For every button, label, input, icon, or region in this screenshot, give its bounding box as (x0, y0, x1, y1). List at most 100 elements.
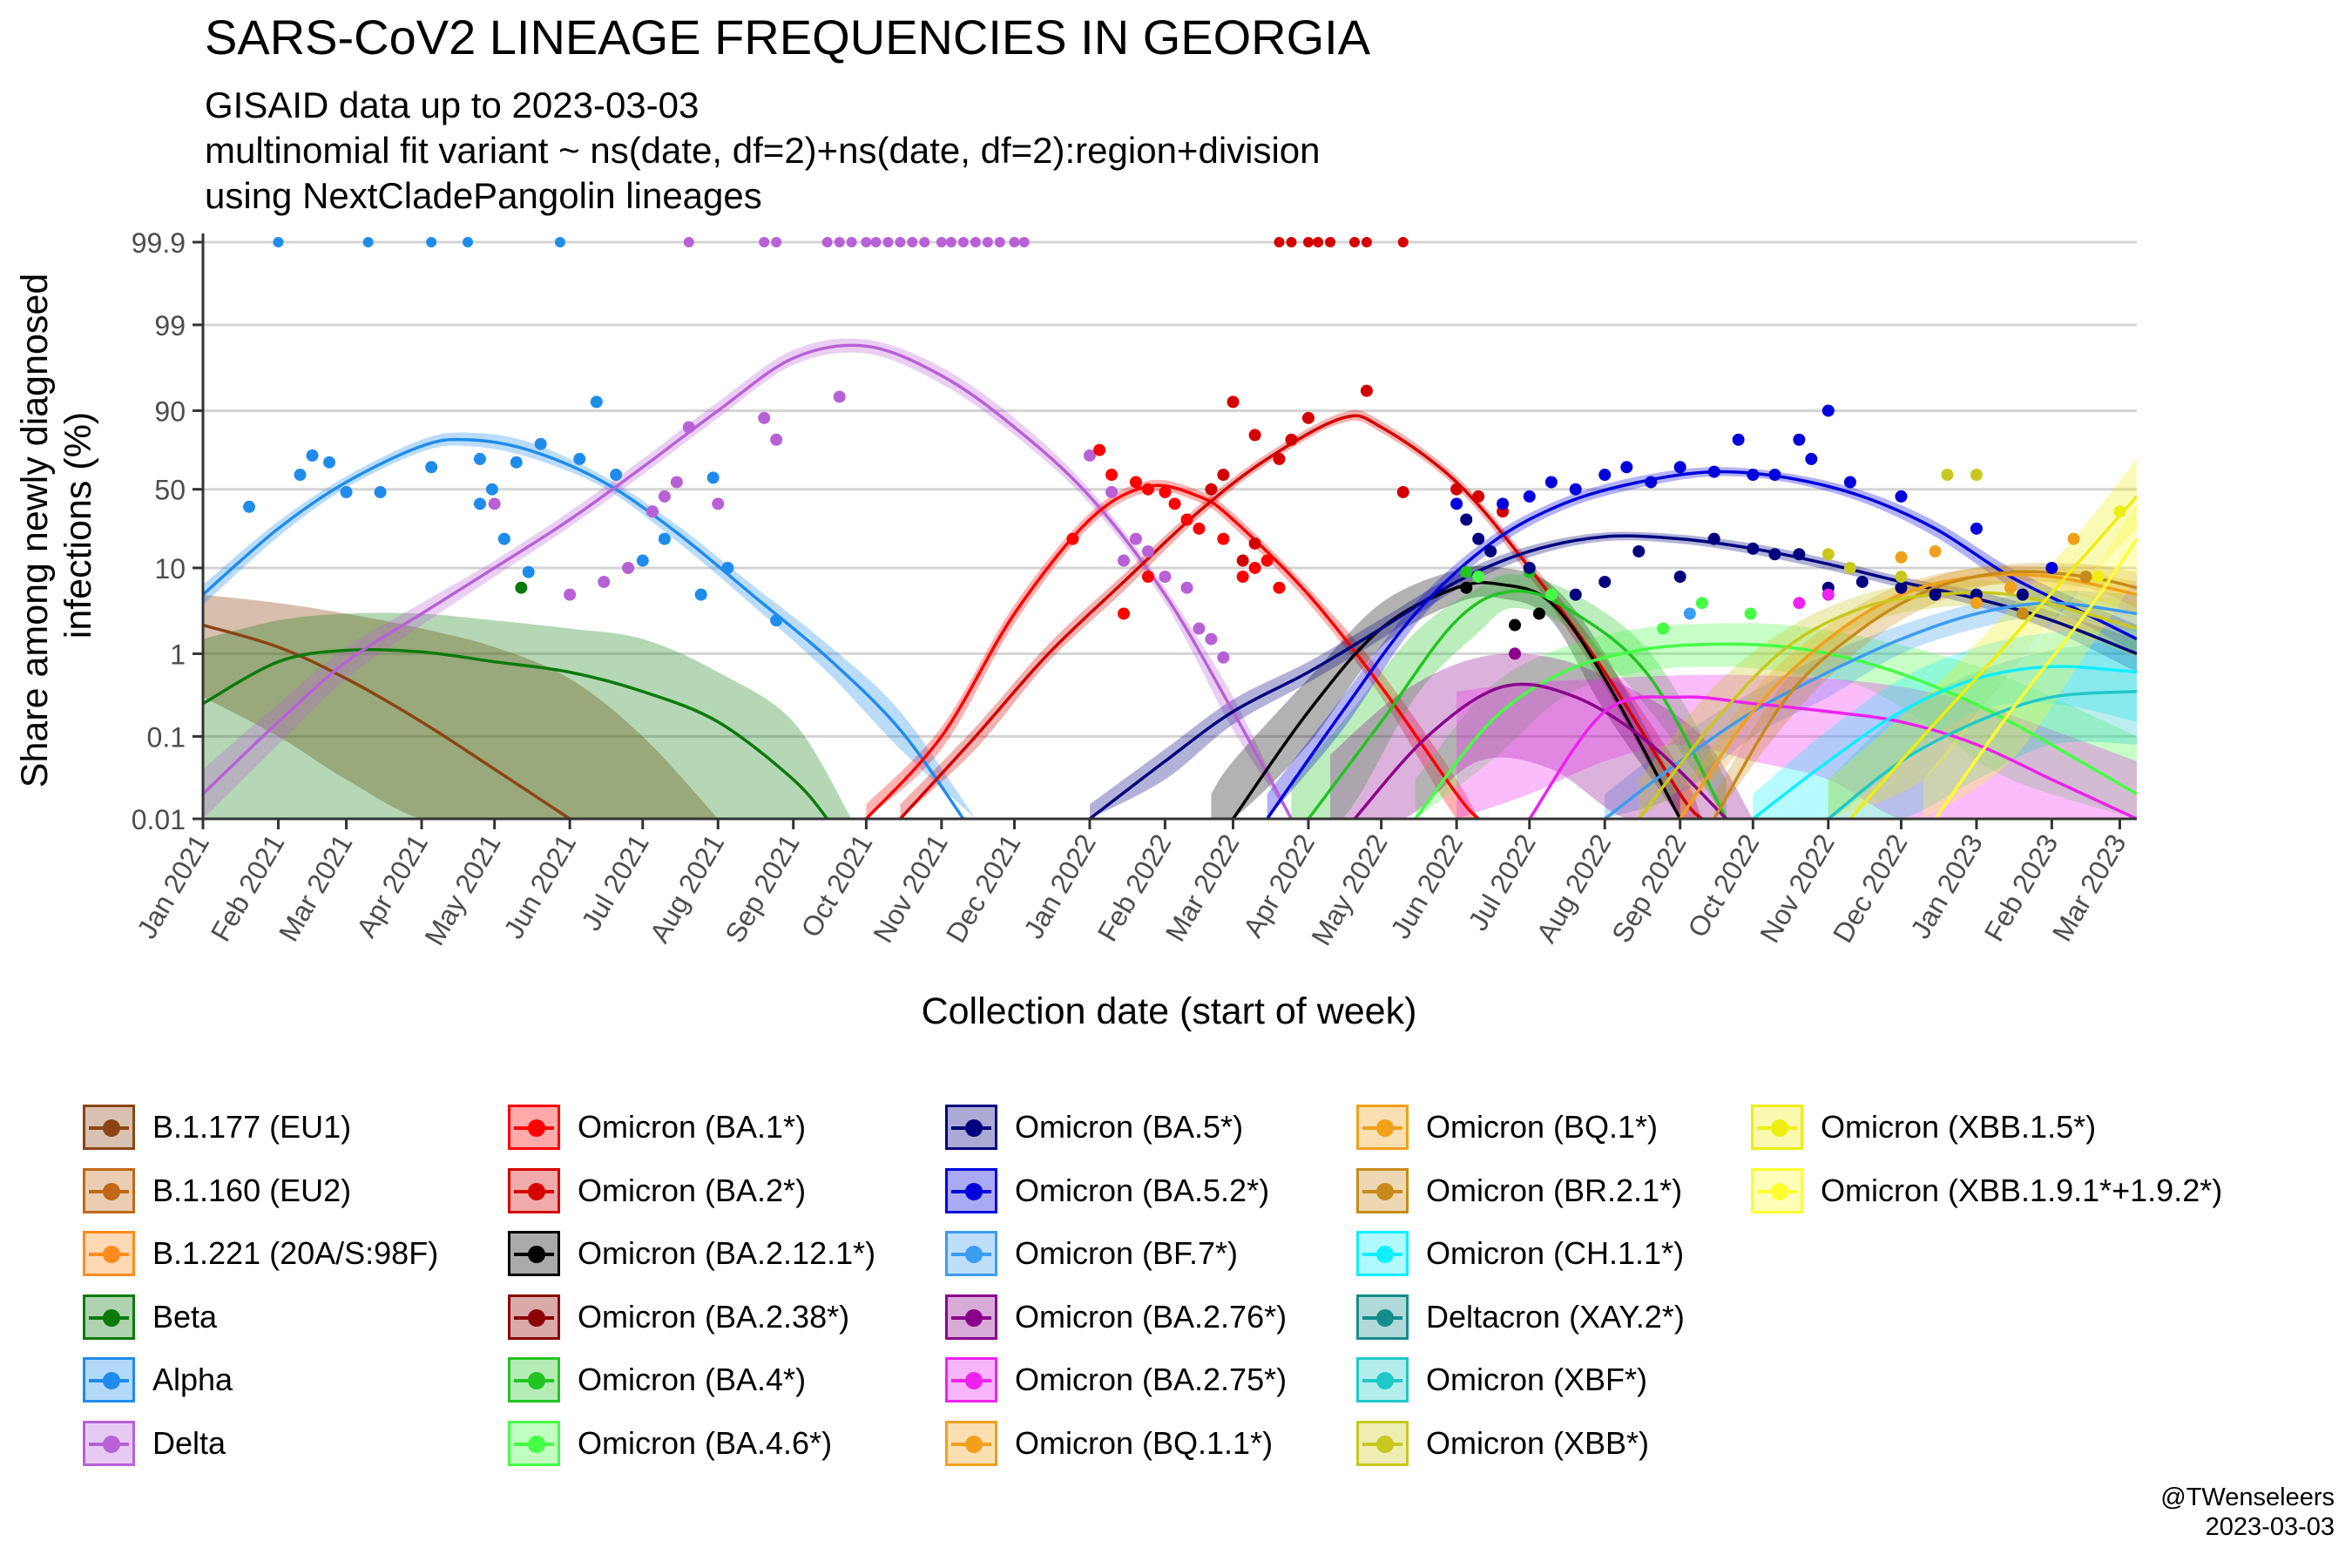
data-point (1895, 571, 1908, 584)
legend-label: Omicron (XBB.1.9.1*+1.9.2*) (1821, 1172, 2223, 1208)
data-point (1460, 581, 1473, 594)
legend-swatch (508, 1294, 560, 1340)
data-point (758, 411, 771, 424)
data-point (670, 476, 683, 489)
legend-label: Omicron (BA.4*) (578, 1362, 807, 1397)
fit-line (1637, 591, 2137, 819)
y-tick-label: 10 (154, 553, 186, 585)
legend-label: Alpha (152, 1362, 233, 1397)
data-point (1657, 622, 1670, 635)
data-point (861, 237, 872, 247)
data-point (1273, 452, 1286, 465)
data-point (522, 565, 535, 578)
data-point (1260, 554, 1274, 567)
data-point (1460, 513, 1473, 526)
data-point (485, 483, 498, 496)
legend-label: B.1.160 (EU2) (152, 1172, 352, 1208)
data-point (1747, 469, 1760, 482)
legend-label: Omicron (BQ.1.1*) (1015, 1424, 1274, 1461)
confidence-band (1415, 623, 2137, 819)
data-point (1083, 449, 1096, 462)
data-point (1632, 544, 1646, 558)
data-point (1361, 237, 1372, 247)
legend-swatch-dot (965, 1308, 983, 1327)
confidence-band (1456, 674, 2137, 819)
data-point (1348, 237, 1360, 247)
data-point (1313, 237, 1324, 247)
data-points (242, 237, 2126, 664)
data-point (1168, 497, 1181, 510)
legend-swatch (508, 1167, 560, 1213)
fit-line (1353, 682, 1727, 819)
credit-date: 2023-03-03 (2205, 1513, 2335, 1541)
data-point (1569, 588, 1582, 601)
data-point (982, 237, 993, 247)
data-point (683, 237, 694, 247)
data-point (2004, 581, 2017, 594)
legend-swatch (83, 1420, 135, 1466)
legend-swatch-dot (1771, 1182, 1788, 1200)
x-tick-label: Dec 2021 (940, 829, 1027, 949)
data-point (1509, 618, 1522, 632)
data-point (1472, 490, 1485, 503)
data-point (473, 452, 486, 465)
data-point (1397, 237, 1409, 247)
data-point (882, 237, 894, 247)
legend-label: Omicron (BA.1*) (578, 1109, 807, 1145)
data-point (622, 561, 635, 574)
data-point (2045, 561, 2058, 574)
data-point (510, 456, 523, 469)
data-point (833, 390, 846, 403)
legend-swatch (83, 1105, 135, 1150)
data-point (1217, 651, 1230, 664)
data-point (1598, 469, 1612, 482)
confidence-band (1753, 628, 2137, 819)
legend-swatch (945, 1357, 997, 1402)
legend-label: Omicron (BA.2.38*) (578, 1298, 850, 1335)
x-tick-label: Jan 2021 (131, 829, 215, 944)
data-point (534, 437, 547, 450)
data-point (712, 497, 725, 510)
legend-swatch-dot (528, 1308, 545, 1327)
data-point (1118, 554, 1131, 567)
legend-label: Omicron (BA.5.2*) (1015, 1172, 1270, 1208)
data-point (1193, 522, 1206, 535)
legend-swatch-dot (528, 1246, 545, 1263)
data-point (340, 485, 353, 498)
confidence-band (1090, 531, 2137, 819)
legend-swatch-dot (528, 1119, 545, 1137)
data-point (1768, 469, 1781, 482)
data-point (1497, 497, 1510, 510)
fit-lines (203, 343, 2137, 819)
legend-swatch (1751, 1105, 1803, 1150)
fit-line (1827, 690, 2137, 819)
data-point (1159, 571, 1172, 584)
confidence-band (1639, 580, 2137, 819)
data-point (870, 237, 882, 247)
data-point (1236, 554, 1249, 567)
legend-label: Omicron (BR.2.1*) (1426, 1172, 1683, 1208)
x-tick-label: Jan 2022 (1017, 829, 1102, 944)
data-point (770, 433, 783, 446)
data-point (488, 497, 501, 510)
grid-lines (203, 240, 2137, 821)
data-point (1301, 411, 1315, 424)
chart-title: SARS-CoV2 LINEAGE FREQUENCIES IN GEORGIA (205, 10, 1371, 64)
confidence-band (1713, 563, 2137, 819)
data-point (1286, 237, 1297, 247)
y-tick-label: 1 (170, 639, 186, 670)
legend-swatch-dot (528, 1435, 545, 1453)
legend-label: Beta (152, 1298, 218, 1335)
data-point (462, 237, 473, 247)
y-tick-label: 50 (154, 475, 186, 506)
data-point (682, 421, 695, 434)
fit-line (1752, 665, 2137, 819)
data-point (1821, 588, 1835, 601)
data-point (936, 237, 947, 247)
data-point (721, 561, 734, 574)
x-tick-label: Jun 2022 (1384, 829, 1469, 944)
data-point (1695, 597, 1708, 610)
data-point (759, 237, 770, 247)
